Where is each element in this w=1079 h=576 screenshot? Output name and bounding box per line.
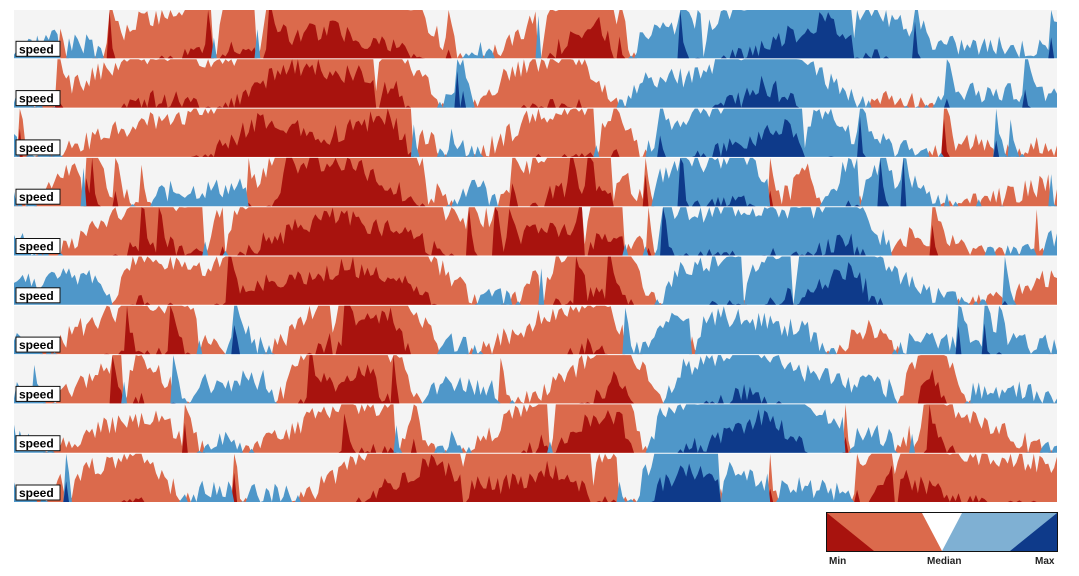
legend-max-label: Max bbox=[1035, 556, 1055, 567]
row-label: speed bbox=[19, 92, 54, 106]
horizon-rows: speed speed speed speed speed speed speed speed… bbox=[14, 10, 1057, 502]
horizon-below-band-1 bbox=[14, 453, 1057, 502]
horizon-above-band-1 bbox=[14, 207, 1057, 256]
row-label-box bbox=[15, 90, 61, 107]
row-label: speed bbox=[19, 190, 54, 204]
horizon-below-band-1 bbox=[14, 157, 1057, 207]
legend-gradient bbox=[826, 512, 1058, 552]
legend-median-label: Median bbox=[927, 556, 962, 567]
row-label-box bbox=[15, 40, 61, 57]
horizon-row: speed bbox=[14, 10, 1057, 59]
horizon-row: speed bbox=[14, 108, 1057, 157]
horizon-below-band-2 bbox=[14, 108, 1057, 157]
row-label: speed bbox=[19, 338, 54, 352]
row-label: speed bbox=[19, 387, 54, 401]
horizon-below-band-2 bbox=[14, 404, 1057, 453]
horizon-above-band-1 bbox=[14, 305, 1057, 355]
horizon-below-band-2 bbox=[14, 10, 1057, 59]
horizon-row: speed bbox=[14, 355, 1057, 404]
row-label-box bbox=[15, 336, 61, 353]
horizon-above-band-2 bbox=[14, 409, 1057, 453]
horizon-above-band-1 bbox=[14, 355, 1057, 404]
horizon-row: speed bbox=[14, 256, 1057, 305]
horizon-above-band-1 bbox=[14, 157, 1057, 207]
horizon-above-band-2 bbox=[14, 116, 1057, 157]
row-label-box bbox=[15, 238, 61, 254]
horizon-above-band-2 bbox=[14, 10, 1057, 59]
horizon-below-band-2 bbox=[14, 454, 1057, 502]
row-label: speed bbox=[19, 141, 54, 155]
horizon-above-band-1 bbox=[14, 256, 1057, 305]
horizon-row: speed bbox=[14, 453, 1057, 502]
horizon-above-band-1 bbox=[14, 59, 1057, 108]
row-label: speed bbox=[19, 437, 54, 451]
horizon-row: speed bbox=[14, 59, 1057, 108]
horizon-row: speed bbox=[14, 157, 1057, 207]
horizon-row: speed bbox=[14, 305, 1057, 355]
horizon-above-band-2 bbox=[14, 262, 1057, 305]
horizon-below-band-1 bbox=[14, 404, 1057, 453]
horizon-row: speed bbox=[14, 207, 1057, 256]
row-label: speed bbox=[19, 486, 54, 500]
legend-below-band bbox=[827, 513, 942, 551]
horizon-above-band-1 bbox=[14, 404, 1057, 453]
horizon-below-band-1 bbox=[14, 305, 1057, 355]
legend-min-label: Min bbox=[829, 556, 847, 567]
row-label-box bbox=[15, 435, 61, 452]
color-legend: Min Median Max bbox=[826, 512, 1058, 568]
horizon-below-band-2 bbox=[14, 59, 1057, 108]
row-label-box bbox=[15, 484, 61, 501]
horizon-below-band-2 bbox=[14, 355, 1057, 404]
horizon-row: speed bbox=[14, 404, 1057, 453]
row-label-box bbox=[15, 287, 61, 304]
horizon-below-band-2 bbox=[14, 256, 1057, 305]
horizon-chart: speed speed speed speed speed speed speed speed… bbox=[14, 10, 1057, 502]
row-label: speed bbox=[19, 240, 54, 254]
horizon-below-band-2 bbox=[14, 207, 1057, 256]
row-label-box bbox=[15, 188, 61, 205]
horizon-above-band-1 bbox=[14, 453, 1057, 502]
row-label-box bbox=[15, 385, 61, 402]
row-label-box bbox=[15, 139, 61, 156]
row-label: speed bbox=[19, 289, 54, 303]
legend-max-band bbox=[1010, 513, 1057, 551]
row-label: speed bbox=[19, 42, 54, 56]
